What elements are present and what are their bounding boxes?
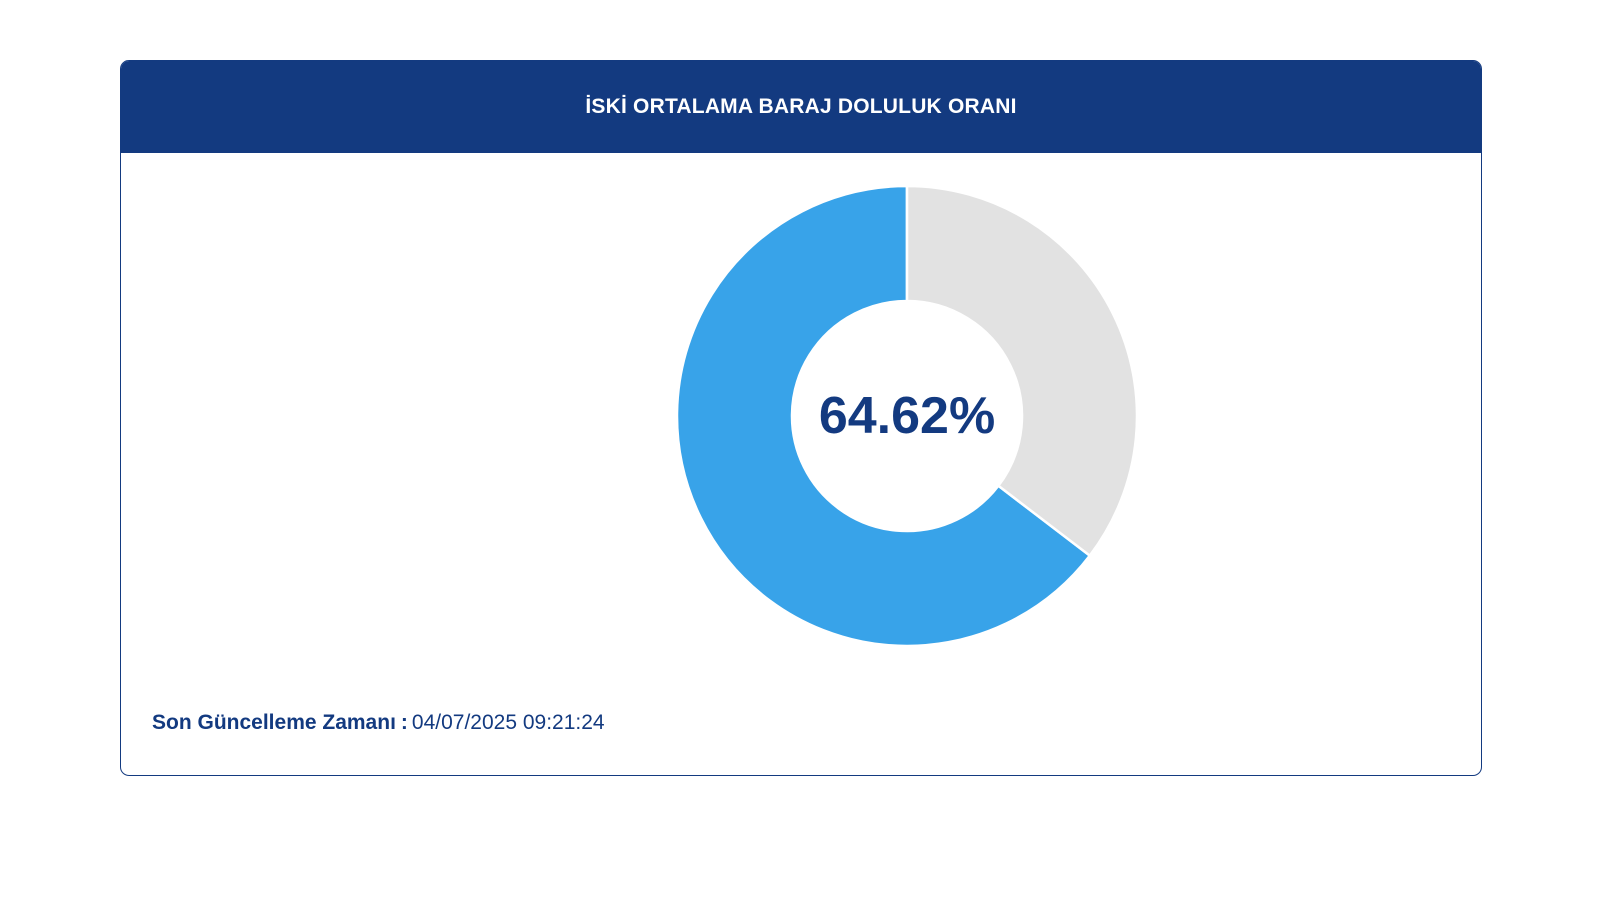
last-update-separator: : bbox=[400, 711, 408, 734]
slice-empty bbox=[905, 184, 1139, 558]
dam-fill-card: İSKİ ORTALAMA BARAJ DOLULUK ORANI 64.62%… bbox=[120, 60, 1482, 776]
donut-chart bbox=[675, 184, 1139, 648]
last-update: Son Güncelleme Zamanı:04/07/2025 09:21:2… bbox=[152, 711, 605, 735]
last-update-label: Son Güncelleme Zamanı bbox=[152, 711, 396, 734]
last-update-timestamp: 04/07/2025 09:21:24 bbox=[411, 711, 605, 734]
card-title: İSKİ ORTALAMA BARAJ DOLULUK ORANI bbox=[585, 95, 1017, 118]
chart-area: 64.62% bbox=[121, 153, 1481, 653]
slice-filled bbox=[675, 184, 1092, 648]
card-header: İSKİ ORTALAMA BARAJ DOLULUK ORANI bbox=[121, 61, 1481, 153]
